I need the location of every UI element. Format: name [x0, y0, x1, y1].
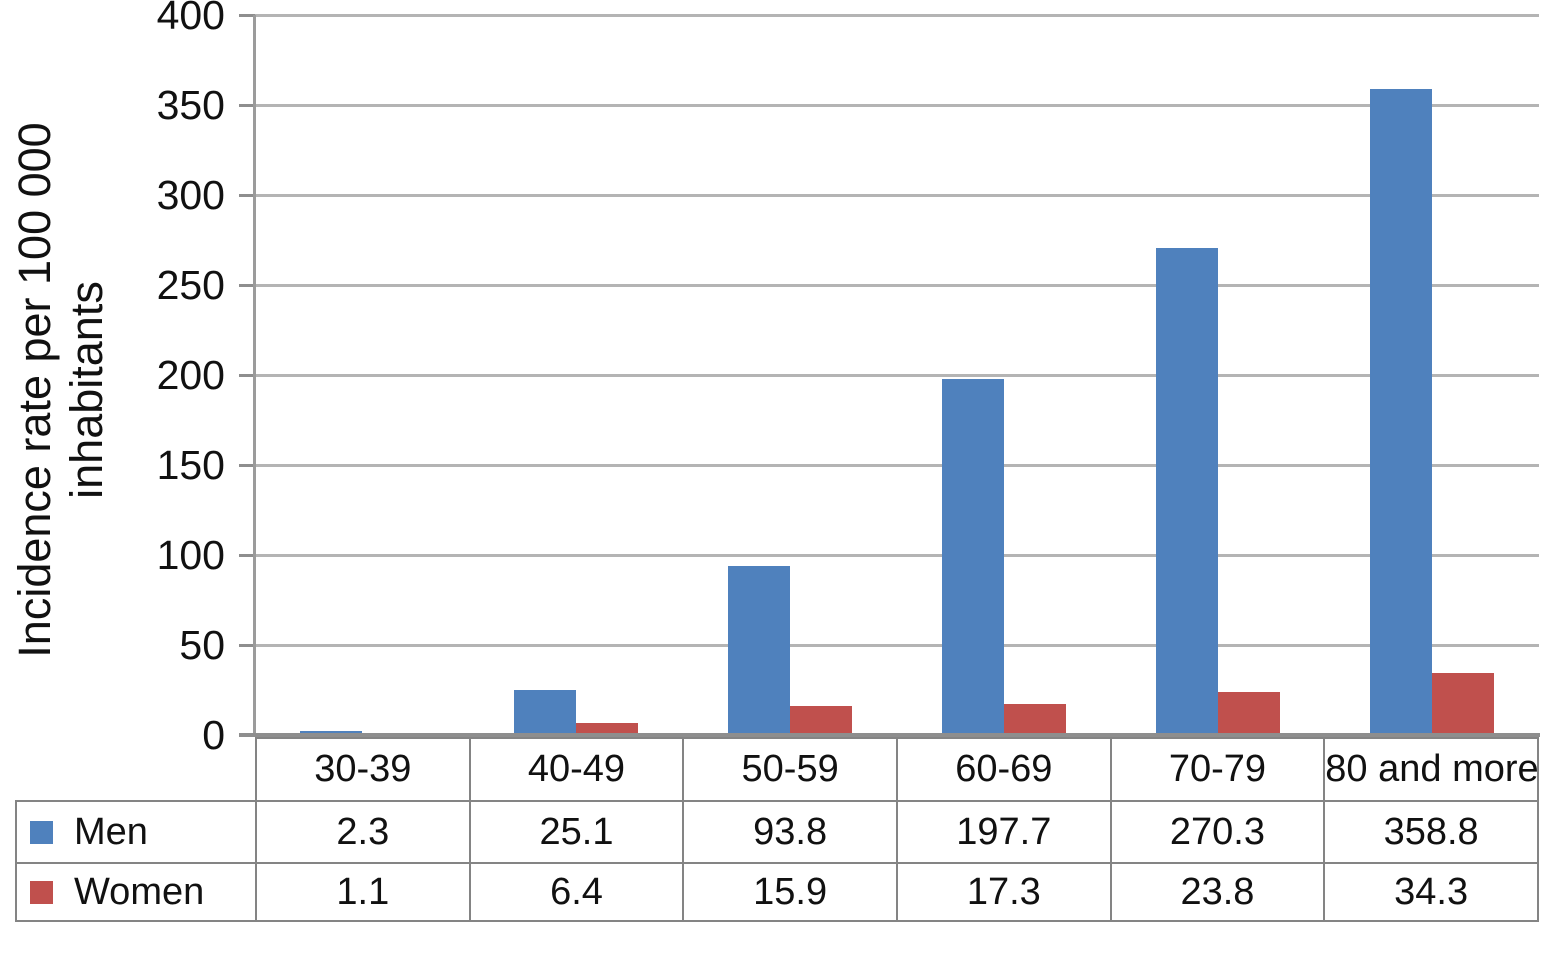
gridline-150	[255, 464, 1539, 467]
y-axis-line	[253, 15, 256, 737]
y-tick-150	[239, 464, 255, 467]
y-tick-350	[239, 104, 255, 107]
men-legend-swatch	[30, 820, 53, 844]
y-tick-label-150: 150	[156, 442, 225, 488]
bar-men-70-79	[1156, 248, 1218, 735]
bar-women-50-59	[790, 706, 852, 735]
value-cell-men-40-49: 25.1	[468, 800, 685, 864]
y-tick-label-400: 400	[156, 0, 225, 38]
gridline-100	[255, 554, 1539, 557]
women-legend-swatch	[30, 880, 53, 904]
category-cell-70-79: 70-79	[1109, 737, 1326, 802]
category-cell-60-69: 60-69	[895, 737, 1112, 802]
value-cell-women-80 and more: 34.3	[1323, 862, 1539, 922]
y-tick-label-250: 250	[156, 262, 225, 308]
bar-men-40-49	[514, 690, 576, 735]
bar-women-80 and more	[1432, 673, 1494, 735]
value-cell-women-70-79: 23.8	[1109, 862, 1326, 922]
gridline-350	[255, 104, 1539, 107]
y-tick-50	[239, 644, 255, 647]
bar-men-60-69	[942, 379, 1004, 735]
series-label-inner: Women	[18, 870, 254, 914]
x-axis-line	[239, 733, 1540, 737]
bar-women-70-79	[1218, 692, 1280, 735]
value-cell-men-30-39: 2.3	[255, 800, 471, 864]
y-tick-label-200: 200	[156, 352, 225, 398]
gridline-300	[255, 194, 1539, 197]
value-cell-women-30-39: 1.1	[255, 862, 471, 922]
y-tick-200	[239, 374, 255, 377]
y-tick-label-100: 100	[156, 532, 225, 578]
y-axis-title-line1: Incidence rate per 100 000	[9, 122, 60, 658]
value-cell-men-50-59: 93.8	[682, 800, 898, 864]
value-cell-men-70-79: 270.3	[1109, 800, 1326, 864]
category-header-row: 30-39 40-49 50-59 60-69 70-79 80 and more	[16, 737, 1539, 802]
value-cell-women-40-49: 6.4	[468, 862, 685, 922]
y-tick-100	[239, 554, 255, 557]
category-cell-40-49: 40-49	[468, 737, 685, 802]
y-tick-label-0: 0	[202, 712, 225, 758]
y-tick-250	[239, 284, 255, 287]
y-tick-300	[239, 194, 255, 197]
gridline-400	[255, 14, 1539, 17]
category-cell-80 and more: 80 and more	[1323, 737, 1539, 802]
category-cell-30-39: 30-39	[255, 737, 471, 802]
series-row-women: Women 1.1 6.4 15.9 17.3 23.8 34.3	[15, 862, 1539, 922]
gridline-200	[255, 374, 1539, 377]
series-name-men: Men	[74, 810, 148, 853]
category-cell-50-59: 50-59	[682, 737, 898, 802]
value-cell-women-50-59: 15.9	[682, 862, 898, 922]
series-label-cell-men: Men	[15, 800, 257, 864]
series-name-women: Women	[74, 870, 205, 913]
bar-women-40-49	[576, 723, 638, 735]
value-cell-men-80 and more: 358.8	[1323, 800, 1539, 864]
y-tick-label-300: 300	[156, 172, 225, 218]
y-tick-400	[239, 14, 255, 17]
legend-data-table: 30-39 40-49 50-59 60-69 70-79 80 and more Men 2…	[15, 737, 1539, 922]
y-tick-label-350: 350	[156, 82, 225, 128]
series-label-inner: Men	[18, 810, 254, 854]
value-cell-women-60-69: 17.3	[895, 862, 1112, 922]
table-corner-cell	[16, 738, 256, 801]
gridline-250	[255, 284, 1539, 287]
bar-men-80 and more	[1370, 89, 1432, 735]
y-tick-label-50: 50	[179, 622, 225, 668]
bar-women-60-69	[1004, 704, 1066, 735]
value-cell-men-60-69: 197.7	[895, 800, 1112, 864]
series-label-cell-women: Women	[15, 862, 257, 922]
bar-men-50-59	[728, 566, 790, 735]
gridline-50	[255, 644, 1539, 647]
series-row-men: Men 2.3 25.1 93.8 197.7 270.3 358.8	[15, 800, 1539, 864]
